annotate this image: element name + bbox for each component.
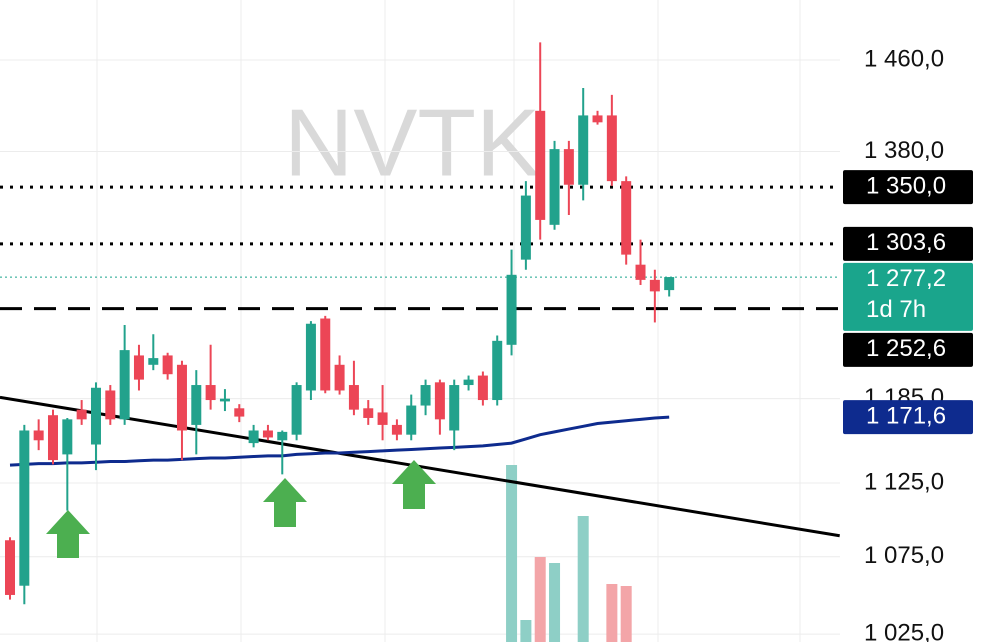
candle-body — [76, 409, 87, 420]
candle-body — [262, 430, 273, 438]
candle-body — [305, 323, 316, 391]
candle-body — [162, 355, 173, 375]
watermark: NVTK — [284, 89, 540, 196]
candle-body — [592, 115, 603, 123]
price-tag — [843, 170, 973, 205]
candle-body — [649, 279, 660, 292]
candle-body — [133, 355, 144, 380]
candle-body — [420, 385, 431, 406]
candle-body — [105, 390, 116, 420]
y-tick-label: 1 075,0 — [864, 542, 944, 569]
price-tag-label: 1 277,2 — [866, 265, 946, 292]
up-arrow — [392, 460, 436, 509]
candle-body — [477, 375, 488, 401]
candle-body — [5, 540, 15, 595]
candle-body — [391, 424, 402, 435]
candle-body — [406, 405, 417, 435]
candle-body — [434, 382, 445, 420]
candle-body — [578, 115, 589, 185]
candle-body — [563, 149, 574, 185]
candle-body — [449, 385, 460, 431]
y-tick-label: 1 380,0 — [864, 137, 944, 164]
candle-body — [520, 195, 531, 260]
candle-body — [664, 277, 675, 291]
candle-body — [535, 110, 546, 220]
y-tick-label: 1 460,0 — [864, 45, 944, 72]
up-arrow — [46, 510, 90, 558]
price-tag-label: 1 171,6 — [866, 402, 946, 429]
price-tag-label: 1 303,6 — [866, 229, 946, 256]
y-tick-label: 1 125,0 — [864, 468, 944, 495]
volume-bar — [577, 516, 589, 642]
candle-body — [348, 385, 359, 410]
candle-body — [148, 358, 159, 365]
candle-body — [191, 385, 202, 425]
volume-bar — [620, 586, 632, 642]
candle-body — [47, 415, 58, 461]
candle-body — [234, 408, 245, 417]
candle-body — [492, 340, 503, 401]
candle-body — [248, 430, 259, 444]
candle-body — [377, 412, 388, 425]
candle-body — [219, 398, 230, 402]
volume-bar — [549, 563, 561, 642]
price-tag — [843, 226, 973, 261]
candle-body — [549, 149, 560, 225]
price-tag — [843, 400, 973, 435]
volume-bar — [506, 465, 518, 642]
vertical-grid — [96, 0, 801, 642]
y-tick-label: 1 025,0 — [864, 619, 944, 642]
moving-average — [9, 415, 670, 467]
price-tag-label: 1 252,6 — [866, 335, 946, 362]
candle-body — [62, 419, 73, 455]
price-tag-label: 1 350,0 — [866, 172, 946, 199]
candle-body — [463, 379, 474, 386]
candle-body — [277, 431, 288, 441]
candle-body — [90, 387, 101, 445]
candle-body — [635, 264, 646, 280]
candle-body — [176, 364, 187, 431]
candle-body — [363, 408, 374, 418]
price-tag-label: 1d 7h — [866, 296, 926, 323]
candle-body — [334, 364, 345, 391]
price-tag — [843, 262, 973, 331]
candle-body — [606, 115, 617, 182]
volume-bar — [534, 557, 546, 642]
candle-body — [205, 385, 216, 401]
volume-bar — [606, 584, 618, 642]
candle-body — [506, 274, 517, 345]
candle-body — [119, 350, 130, 420]
candle-body — [621, 181, 632, 255]
candle-body — [19, 430, 30, 586]
candle-body — [291, 385, 302, 435]
price-tag — [843, 332, 973, 367]
signal-arrows — [46, 460, 436, 558]
candle-body — [33, 430, 44, 441]
candle-body — [320, 318, 331, 391]
volume-bar — [520, 620, 532, 642]
up-arrow — [263, 478, 307, 527]
